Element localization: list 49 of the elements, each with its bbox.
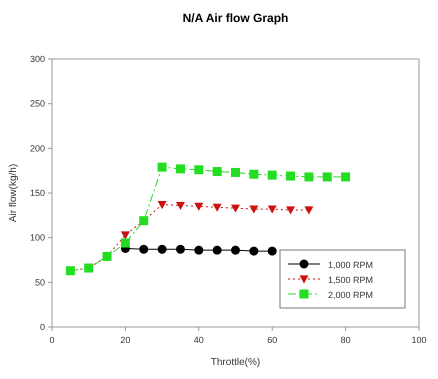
- point: [158, 201, 167, 210]
- x-tick-label: 60: [267, 335, 278, 345]
- point: [322, 172, 332, 182]
- chart-title: N/A Air flow Graph: [182, 11, 288, 25]
- x-tick-label: 20: [120, 335, 130, 345]
- point: [120, 231, 130, 240]
- x-tick-label: 0: [49, 335, 55, 345]
- point: [231, 204, 240, 213]
- y-axis-title: Air flow(kg/h): [8, 164, 19, 222]
- x-axis-title: Throttle(%): [210, 357, 260, 368]
- legend-label: 1,000 RPM: [328, 260, 374, 270]
- point: [249, 205, 258, 214]
- point: [212, 204, 222, 212]
- point: [231, 246, 240, 255]
- point: [231, 168, 240, 177]
- y-tick-label: 50: [34, 277, 45, 288]
- point: [268, 246, 277, 256]
- legend-label: 2,000 RPM: [328, 290, 374, 300]
- point: [268, 170, 277, 180]
- point: [249, 246, 258, 256]
- point: [176, 202, 185, 210]
- point: [212, 167, 222, 176]
- y-tick-label: 100: [30, 232, 45, 243]
- point: [139, 244, 148, 254]
- point: [158, 244, 167, 254]
- y-tick-label: 0: [40, 322, 45, 332]
- y-tick-label: 300: [30, 54, 45, 64]
- point: [158, 162, 167, 172]
- point: [194, 246, 204, 255]
- x-tick-label: 80: [340, 335, 351, 345]
- point: [194, 202, 204, 211]
- point: [120, 238, 130, 248]
- y-tick-label: 250: [30, 98, 45, 109]
- y-tick-label: 200: [30, 143, 45, 154]
- point: [341, 172, 350, 182]
- point: [286, 172, 296, 181]
- point: [176, 244, 185, 254]
- point: [286, 206, 296, 214]
- point: [249, 170, 258, 179]
- point: [194, 165, 204, 174]
- x-tick-label: 40: [194, 335, 204, 345]
- y-tick-label: 150: [30, 188, 45, 198]
- point: [268, 205, 277, 214]
- point: [212, 246, 222, 255]
- point: [176, 164, 185, 174]
- point: [304, 172, 314, 182]
- x-tick-label: 100: [411, 335, 427, 345]
- point: [304, 206, 314, 214]
- legend-label: 1,500 RPM: [328, 275, 374, 285]
